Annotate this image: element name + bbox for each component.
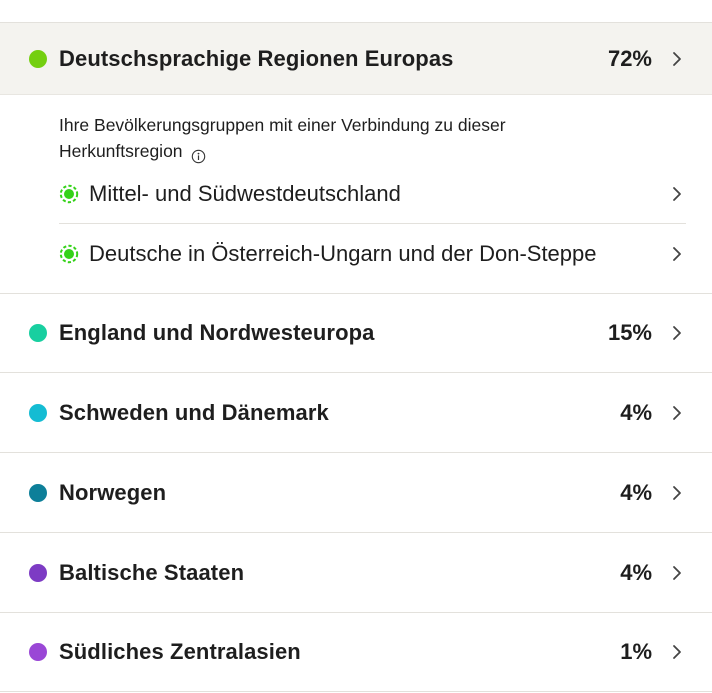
region-name: Südliches Zentralasien bbox=[59, 639, 301, 664]
community-dashed-dot-icon bbox=[59, 184, 79, 204]
community-row-mittel-suedwest[interactable]: Mittel- und Südwestdeutschland bbox=[59, 164, 686, 224]
region-row-baltische[interactable]: Baltische Staaten 4% bbox=[0, 533, 712, 613]
region-name: England und Nordwesteuropa bbox=[59, 320, 375, 345]
chevron-right-icon bbox=[672, 485, 682, 501]
region-percent: 15% bbox=[607, 320, 652, 345]
community-row-oesterreich-ungarn[interactable]: Deutsche in Österreich-Ungarn und der Do… bbox=[59, 224, 686, 283]
chevron-right-icon bbox=[672, 405, 682, 421]
region-percent: 1% bbox=[620, 639, 652, 664]
region-name: Deutschsprachige Regionen Europas bbox=[59, 45, 454, 71]
region-name: Norwegen bbox=[59, 479, 167, 505]
communities-intro-text: Ihre Bevölkerungsgruppen mit einer Verbi… bbox=[59, 115, 506, 161]
chevron-right-icon bbox=[672, 246, 682, 262]
top-divider bbox=[0, 22, 712, 23]
community-dashed-dot-icon bbox=[59, 244, 79, 264]
region-color-dot bbox=[29, 49, 47, 68]
region-row-deutschsprachige[interactable]: Deutschsprachige Regionen Europas 72% bbox=[0, 23, 712, 95]
chevron-right-icon bbox=[672, 565, 682, 581]
region-percent: 4% bbox=[620, 479, 652, 505]
region-color-dot bbox=[29, 643, 47, 661]
region-color-dot bbox=[29, 563, 47, 582]
community-label: Mittel- und Südwestdeutschland bbox=[89, 180, 401, 206]
region-name: Schweden und Dänemark bbox=[59, 399, 329, 425]
region-row-norwegen[interactable]: Norwegen 4% bbox=[0, 453, 712, 533]
region-color-dot bbox=[29, 403, 47, 422]
chevron-right-icon bbox=[672, 186, 682, 202]
region-row-suedliches-zentralasien[interactable]: Südliches Zentralasien 1% bbox=[0, 613, 712, 692]
chevron-right-icon bbox=[672, 51, 682, 67]
region-color-dot bbox=[29, 483, 47, 502]
region-detail-panel: Ihre Bevölkerungsgruppen mit einer Verbi… bbox=[0, 96, 712, 294]
region-row-england[interactable]: England und Nordwesteuropa 15% bbox=[0, 294, 712, 373]
region-percent: 4% bbox=[620, 559, 652, 585]
community-label: Deutsche in Österreich-Ungarn und der Do… bbox=[89, 240, 597, 266]
region-color-dot bbox=[29, 324, 47, 342]
info-icon[interactable] bbox=[191, 145, 206, 164]
region-percent: 72% bbox=[607, 45, 652, 71]
chevron-right-icon bbox=[672, 325, 682, 341]
communities-intro: Ihre Bevölkerungsgruppen mit einer Verbi… bbox=[59, 112, 619, 164]
chevron-right-icon bbox=[672, 644, 682, 660]
region-percent: 4% bbox=[620, 399, 652, 425]
region-row-schweden[interactable]: Schweden und Dänemark 4% bbox=[0, 373, 712, 453]
region-name: Baltische Staaten bbox=[59, 559, 245, 585]
